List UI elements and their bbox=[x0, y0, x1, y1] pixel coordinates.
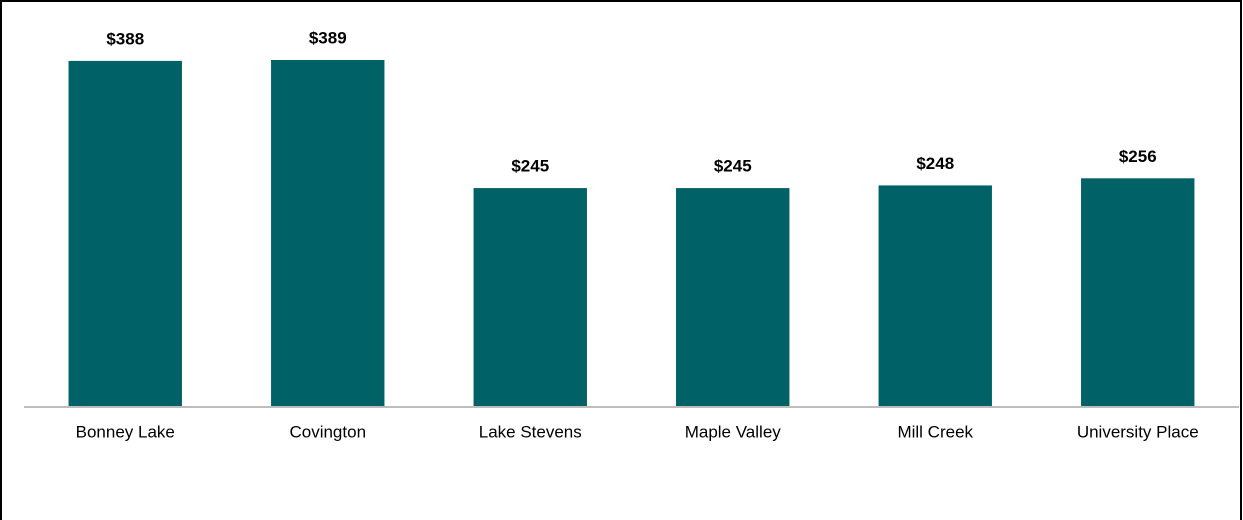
x-tick-label: Lake Stevens bbox=[479, 422, 582, 441]
bar bbox=[1081, 178, 1195, 406]
x-tick-label: Maple Valley bbox=[685, 422, 782, 441]
x-tick-label: Covington bbox=[289, 422, 366, 441]
value-label: $389 bbox=[309, 28, 347, 47]
bar bbox=[271, 60, 385, 406]
value-label: $245 bbox=[511, 157, 549, 176]
value-label: $245 bbox=[714, 157, 752, 176]
x-tick-label: Bonney Lake bbox=[76, 422, 175, 441]
bar bbox=[473, 188, 587, 406]
value-label: $388 bbox=[106, 29, 144, 48]
bar bbox=[68, 60, 182, 406]
value-label: $248 bbox=[916, 154, 954, 173]
bar bbox=[676, 188, 790, 406]
value-label: $256 bbox=[1119, 147, 1157, 166]
x-tick-label: Mill Creek bbox=[897, 422, 973, 441]
x-tick-label: University Place bbox=[1077, 422, 1199, 441]
bar bbox=[878, 185, 992, 406]
